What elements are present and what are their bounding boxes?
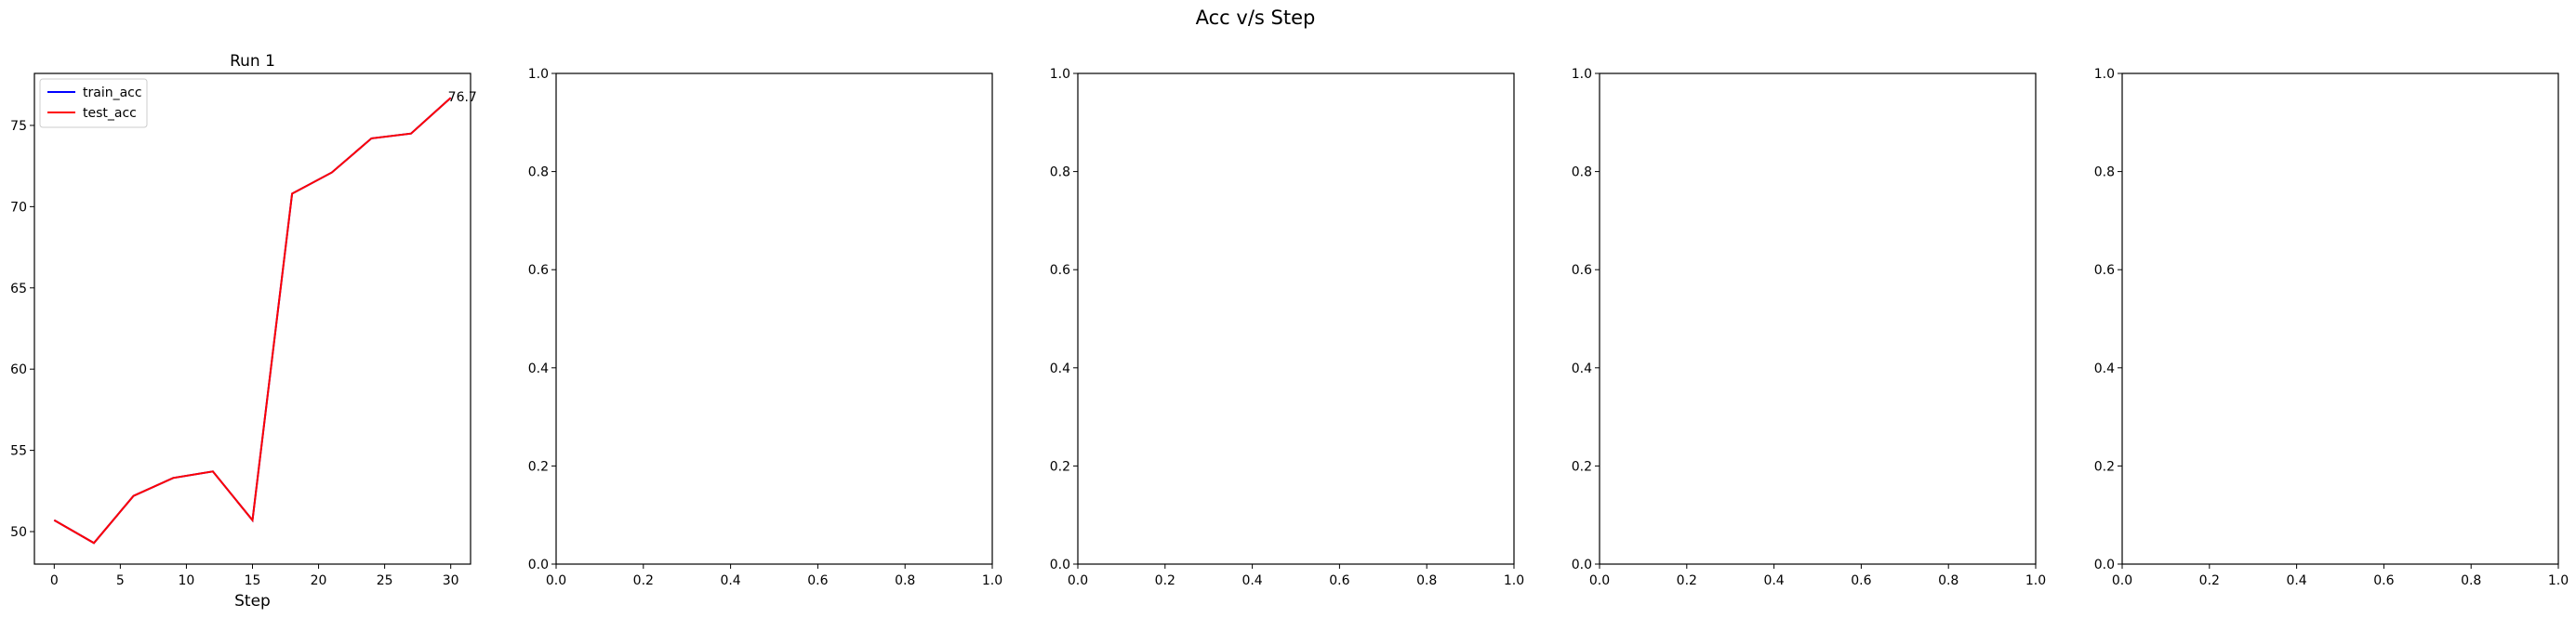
x-tick-label: 1.0 — [2548, 573, 2569, 588]
data-label: 76.7 — [448, 90, 477, 105]
y-tick-label: 1.0 — [1050, 67, 1070, 82]
x-tick-label: 0 — [50, 573, 59, 588]
x-tick-label: 30 — [443, 573, 459, 588]
y-tick-label: 0.8 — [2094, 165, 2115, 180]
x-tick-label: 0.0 — [1589, 573, 1610, 588]
x-tick-label: 0.4 — [720, 573, 740, 588]
y-tick-label: 60 — [10, 362, 27, 377]
x-tick-label: 0.0 — [546, 573, 566, 588]
subplot-4: 0.0 0.2 0.4 0.6 0.8 1.0 0.0 0.2 0.4 0.6 0.8 1.0 — [1572, 67, 2046, 588]
x-tick-label: 0.8 — [1416, 573, 1437, 588]
legend-label: test_acc — [83, 106, 137, 121]
y-tick-label: 1.0 — [1572, 67, 1592, 82]
x-tick-label: 0.2 — [1155, 573, 1175, 588]
legend-label: train_acc — [83, 85, 142, 100]
axes-frame — [2121, 72, 2559, 565]
y-tick-label: 0.8 — [528, 165, 549, 180]
y-tick-label: 0.0 — [528, 558, 549, 572]
x-tick-label: 0.0 — [2112, 573, 2132, 588]
y-tick-label: 1.0 — [2094, 67, 2115, 82]
x-axis-label: Step — [234, 592, 271, 611]
y-tick-label: 0.2 — [1572, 459, 1592, 474]
x-tick-label: 0.6 — [1329, 573, 1349, 588]
y-tick-label: 65 — [10, 282, 27, 296]
subplot-1: 0 5 10 15 20 25 30 50 55 60 65 70 75 Run 1 Step 76.7 tra… — [10, 52, 477, 611]
y-tick-label: 0.0 — [2094, 558, 2115, 572]
y-tick-label: 55 — [10, 444, 27, 459]
y-tick-label: 0.4 — [2094, 362, 2115, 376]
y-tick-label: 0.4 — [528, 362, 549, 376]
y-tick-label: 50 — [10, 525, 27, 540]
y-tick-label: 0.6 — [1050, 263, 1070, 278]
axes-frame — [33, 72, 471, 565]
subplot-grid: 0 5 10 15 20 25 30 50 55 60 65 70 75 Run 1 Step 76.7 tra… — [10, 52, 2569, 611]
series-line-train_acc — [53, 97, 452, 545]
subplot-2: 0.0 0.2 0.4 0.6 0.8 1.0 0.0 0.2 0.4 0.6 0.8 1.0 — [528, 67, 1003, 588]
x-tick-label: 5 — [116, 573, 125, 588]
x-tick-label: 0.6 — [2373, 573, 2394, 588]
y-tick-label: 0.6 — [1572, 263, 1592, 278]
x-tick-label: 1.0 — [1504, 573, 1524, 588]
x-tick-label: 0.6 — [807, 573, 828, 588]
series-line-test_acc — [53, 97, 452, 545]
axes-frame — [1077, 72, 1515, 565]
x-tick-label: 1.0 — [982, 573, 1003, 588]
y-tick-label: 70 — [10, 200, 27, 215]
y-tick-label: 75 — [10, 119, 27, 134]
y-tick-label: 0.2 — [1050, 459, 1070, 474]
x-tick-label: 10 — [179, 573, 195, 588]
y-tick-label: 0.8 — [1572, 165, 1592, 180]
figure-suptitle: Acc v/s Step — [1196, 7, 1316, 29]
x-tick-label: 0.4 — [2286, 573, 2306, 588]
x-tick-label: 20 — [311, 573, 327, 588]
x-tick-label: 0.2 — [633, 573, 654, 588]
x-tick-label: 1.0 — [2025, 573, 2046, 588]
x-tick-label: 0.0 — [1068, 573, 1088, 588]
x-tick-label: 0.8 — [1938, 573, 1959, 588]
y-tick-label: 0.2 — [528, 459, 549, 474]
x-tick-label: 0.8 — [2461, 573, 2481, 588]
x-tick-label: 0.2 — [2199, 573, 2220, 588]
x-tick-label: 0.4 — [1763, 573, 1784, 588]
x-tick-label: 0.6 — [1851, 573, 1871, 588]
x-tick-label: 25 — [377, 573, 393, 588]
subplot-title: Run 1 — [230, 52, 275, 71]
y-tick-label: 0.4 — [1050, 362, 1070, 376]
axes-frame — [555, 72, 993, 565]
x-tick-label: 0.2 — [1677, 573, 1697, 588]
x-tick-label: 0.4 — [1242, 573, 1262, 588]
y-tick-label: 0.8 — [1050, 165, 1070, 180]
x-tick-label: 15 — [245, 573, 261, 588]
y-tick-label: 0.6 — [2094, 263, 2115, 278]
subplot-5: 0.0 0.2 0.4 0.6 0.8 1.0 0.0 0.2 0.4 0.6 0.8 1.0 — [2094, 67, 2569, 588]
y-tick-label: 0.6 — [528, 263, 549, 278]
y-tick-label: 0.0 — [1050, 558, 1070, 572]
x-tick-label: 0.8 — [895, 573, 915, 588]
subplot-3: 0.0 0.2 0.4 0.6 0.8 1.0 0.0 0.2 0.4 0.6 0.8 1.0 — [1050, 67, 1524, 588]
y-tick-label: 0.2 — [2094, 459, 2115, 474]
y-tick-label: 0.0 — [1572, 558, 1592, 572]
y-tick-label: 0.4 — [1572, 362, 1592, 376]
y-tick-label: 1.0 — [528, 67, 549, 82]
axes-frame — [1599, 72, 2037, 565]
